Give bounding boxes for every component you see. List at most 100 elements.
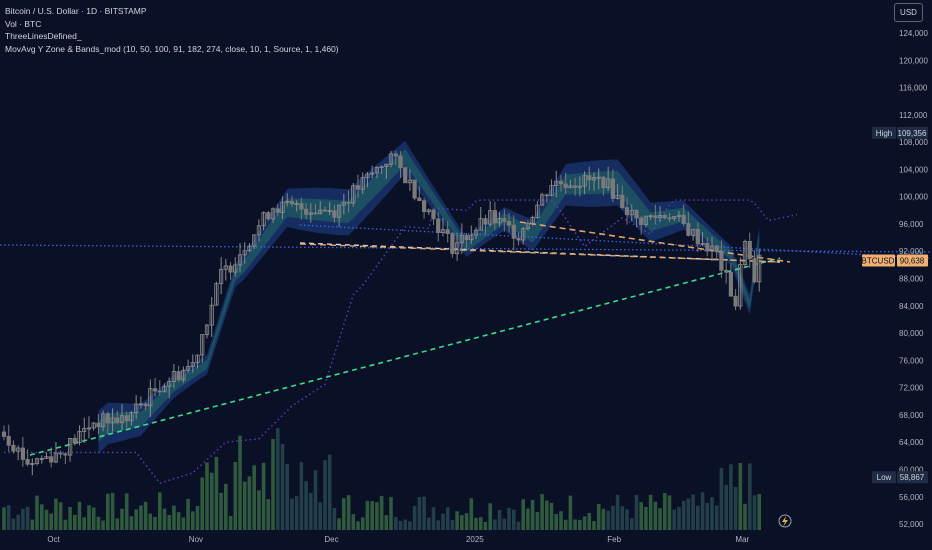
candle-body [53,452,59,463]
volume-bar [691,494,695,530]
volume-bar [44,509,49,530]
volume-bar [450,520,455,530]
volume-bar [129,516,134,530]
candle-body [299,203,304,210]
volume-bar [611,505,615,530]
volume-bar [606,510,610,530]
volume-bar [497,509,502,530]
volume-bar [181,517,186,530]
volume-bar [412,505,417,530]
candle-body [322,209,328,212]
y-tick-label: 56,000 [899,493,924,502]
volume-bar [247,476,252,530]
candle-body [691,228,696,236]
volume-bar [101,520,105,530]
candle-body [483,218,488,225]
x-tick-label: Oct [47,535,60,544]
volume-bar [257,490,261,530]
candle-body [587,175,592,181]
lightning-icon [778,514,792,528]
orange-dashed-line-2 [299,243,781,263]
volume-bar [224,483,228,530]
candle-body [157,390,162,393]
candle-body [540,194,545,206]
volume-bar [748,463,752,530]
candle-body [355,185,361,190]
candle-body [77,430,82,443]
candle-body [171,371,176,383]
volume-bar [596,504,601,530]
candle-body [700,242,705,245]
candle-body [86,427,92,430]
candle-body [20,447,26,460]
candle-body [459,234,464,244]
candle-body [256,225,262,236]
volume-bar [530,499,535,530]
candle-body [247,245,252,252]
volume-bar [738,463,743,530]
volume-bar [360,517,365,530]
volume-bar [719,467,724,530]
candle-body [596,176,601,179]
symbol-title[interactable]: Bitcoin / U.S. Dollar · 1D · BITSTAMP [5,6,147,16]
candle-body [209,304,214,326]
volume-bar [16,514,20,530]
volume-bar [228,516,233,530]
volume-bar [445,507,450,530]
candle-body [266,212,271,220]
candle-body [39,458,44,460]
candle-body [742,240,748,265]
chart-legend: Bitcoin / U.S. Dollar · 1D · BITSTAMP Vo… [5,5,339,55]
volume-bar [63,519,68,530]
volume-bar [285,464,289,530]
candle-body [294,203,299,206]
volume-indicator-label[interactable]: Vol · BTC [5,18,42,29]
volume-bar [25,506,30,530]
candle-body [384,163,389,167]
candlesticks [1,150,762,476]
volume-bar [186,498,190,530]
candle-body [667,217,672,220]
candle-body [134,403,139,414]
last-value-label: 90,638 [900,257,925,266]
candle-body [672,216,677,219]
candle-body [431,209,436,220]
volume-bar [309,492,313,530]
candle-body [341,201,346,206]
candle-body [624,207,630,216]
volume-bar [455,511,459,530]
candle-body [388,153,394,165]
candle-body [648,215,653,218]
candle-body [464,234,469,241]
y-tick-label: 116,000 [899,84,928,93]
currency-button[interactable]: USD [894,3,923,22]
candle-body [747,240,752,260]
volume-bar [521,499,525,530]
volume-bar [592,521,596,530]
y-tick-label: 108,000 [899,138,928,147]
volume-bar [710,497,714,530]
candle-body [237,254,243,266]
candle-body [110,417,115,424]
slow-ma-line [4,199,798,484]
candle-body [96,422,101,428]
volume-bar [483,522,488,530]
candle-body [176,371,181,381]
volume-bar [379,495,384,530]
threelines-indicator-label[interactable]: ThreeLinesDefined_ [5,31,82,41]
candle-body [101,413,106,428]
candle-body [615,194,620,199]
y-tick-label: 72,000 [899,384,924,393]
candle-body [639,217,644,226]
movavg-indicator-label[interactable]: MovAvg Y Zone & Bands_mod (10, 50, 100, … [5,43,339,54]
candle-body [535,204,540,218]
volume-bar [238,435,242,530]
candle-body [252,234,257,247]
candle-body [11,444,16,452]
candle-body [16,447,21,452]
low-tag-label-bg [872,471,896,484]
volume-bar [512,509,516,530]
volume-bar [488,503,492,530]
candle-body [620,194,625,209]
